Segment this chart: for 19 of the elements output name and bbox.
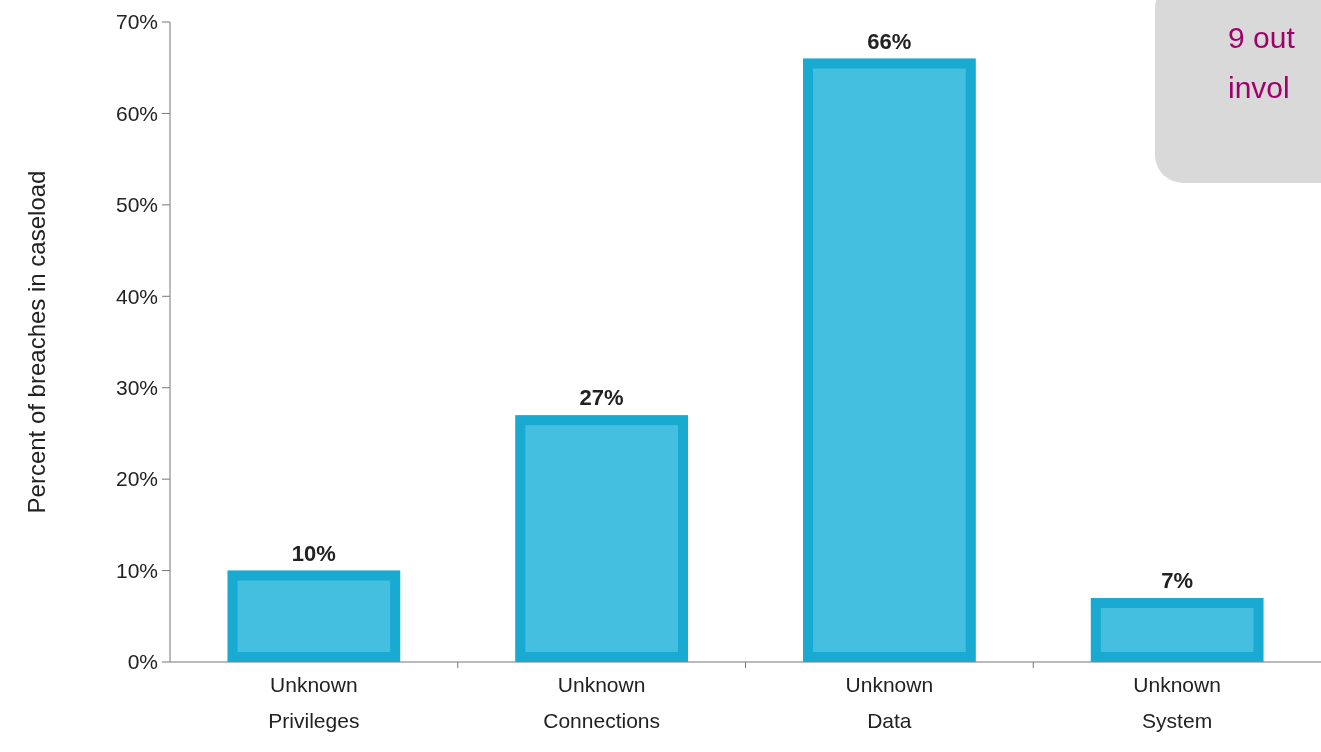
- x-tick-label: Unknown Connections: [543, 673, 660, 732]
- y-axis-title: Percent of breaches in caseload: [23, 170, 50, 514]
- y-tick-label: 30%: [115, 376, 158, 400]
- callout-box: 9 out invol: [1155, 0, 1321, 183]
- data-label: 27%: [579, 385, 624, 411]
- data-label: 10%: [291, 540, 336, 566]
- y-tick-label: 50%: [115, 193, 158, 217]
- y-tick-label: 0%: [127, 650, 158, 674]
- x-tick-label: Unknown System: [1133, 673, 1221, 732]
- y-tick-label: 20%: [115, 467, 158, 491]
- data-label: 66%: [867, 28, 912, 54]
- x-tick-label: Unknown Privileges: [268, 673, 360, 732]
- y-tick-label: 60%: [115, 101, 158, 125]
- x-tick-label: Unknown Data: [845, 673, 934, 732]
- y-tick-label: 70%: [115, 10, 158, 34]
- data-label: 7%: [1161, 568, 1194, 593]
- y-tick-label: 10%: [115, 558, 158, 582]
- y-tick-label: 40%: [115, 284, 158, 308]
- annotation: 9 out invol: [1228, 21, 1296, 104]
